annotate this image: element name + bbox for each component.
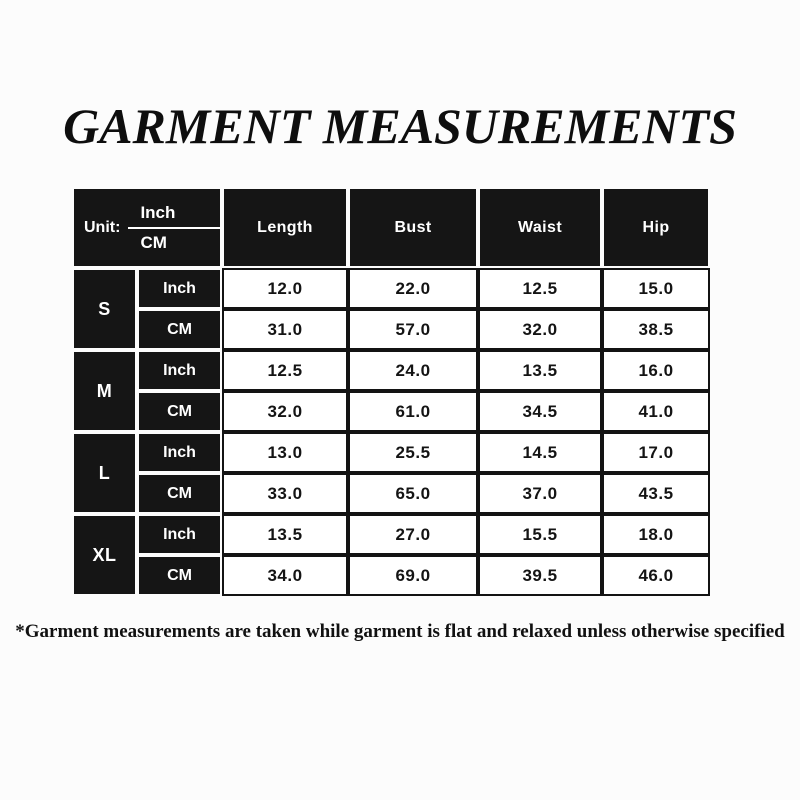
row-unit-label: CM [137,309,223,350]
footnote: *Garment measurements are taken while ga… [15,621,785,642]
row-unit-label: Inch [137,514,223,555]
measurement-cell: 61.0 [348,391,479,432]
measurement-cell: 13.5 [222,514,349,555]
measurement-cell: 43.5 [602,473,711,514]
measurement-cell: 69.0 [348,555,479,596]
row-unit-label: CM [137,391,223,432]
measurement-cell: 12.0 [222,268,349,309]
column-header-bust: Bust [348,187,479,268]
row-unit-label: CM [137,473,223,514]
measurement-cell: 46.0 [602,555,711,596]
column-header-waist: Waist [478,187,603,268]
measurement-cell: 31.0 [222,309,349,350]
unit-fraction: Inch CM [128,203,221,253]
row-unit-label: Inch [137,268,223,309]
table-row: CM 31.0 57.0 32.0 38.5 [72,309,711,350]
measurement-cell: 12.5 [478,268,603,309]
measurement-cell: 18.0 [602,514,711,555]
measurement-cell: 14.5 [478,432,603,473]
measurement-cell: 34.0 [222,555,349,596]
measurement-cell: 39.5 [478,555,603,596]
measurement-cell: 25.5 [348,432,479,473]
size-label-m: M [72,350,137,432]
measurement-cell: 15.0 [602,268,711,309]
measurement-cell: 34.5 [478,391,603,432]
measurement-cell: 57.0 [348,309,479,350]
measurement-cell: 12.5 [222,350,349,391]
measurement-cell: 38.5 [602,309,711,350]
measurement-cell: 32.0 [478,309,603,350]
measurement-cell: 32.0 [222,391,349,432]
measurement-cell: 24.0 [348,350,479,391]
row-unit-label: CM [137,555,223,596]
table-row: CM 32.0 61.0 34.5 41.0 [72,391,711,432]
size-label-xl: XL [72,514,137,596]
page-title: GARMENT MEASUREMENTS [63,98,737,154]
table-row: CM 33.0 65.0 37.0 43.5 [72,473,711,514]
garment-measurements-table: Unit: Inch CM Length Bust Waist Hip S In… [72,187,711,596]
measurement-cell: 27.0 [348,514,479,555]
column-header-hip: Hip [602,187,711,268]
unit-wrap: Unit: Inch CM [74,203,221,253]
table-row: S Inch 12.0 22.0 12.5 15.0 [72,268,711,350]
header-row: Unit: Inch CM Length Bust Waist Hip [72,187,711,268]
column-header-length: Length [222,187,349,268]
unit-header-cell: Unit: Inch CM [72,187,223,268]
measurement-cell: 37.0 [478,473,603,514]
table-row: CM 34.0 69.0 39.5 46.0 [72,555,711,596]
unit-label: Unit: [84,218,121,236]
unit-inch-label: Inch [128,203,221,229]
measurement-cell: 17.0 [602,432,711,473]
measurement-cell: 13.5 [478,350,603,391]
measurement-cell: 65.0 [348,473,479,514]
measurement-cell: 41.0 [602,391,711,432]
row-unit-label: Inch [137,350,223,391]
table-row: XL Inch 13.5 27.0 15.5 18.0 [72,514,711,596]
size-label-l: L [72,432,137,514]
size-label-s: S [72,268,137,350]
table-row: M Inch 12.5 24.0 13.5 16.0 [72,350,711,432]
row-unit-label: Inch [137,432,223,473]
measurement-cell: 16.0 [602,350,711,391]
measurement-cell: 22.0 [348,268,479,309]
unit-cm-label: CM [140,232,167,252]
measurement-cell: 15.5 [478,514,603,555]
table-row: L Inch 13.0 25.5 14.5 17.0 [72,432,711,514]
measurement-cell: 13.0 [222,432,349,473]
measurement-cell: 33.0 [222,473,349,514]
